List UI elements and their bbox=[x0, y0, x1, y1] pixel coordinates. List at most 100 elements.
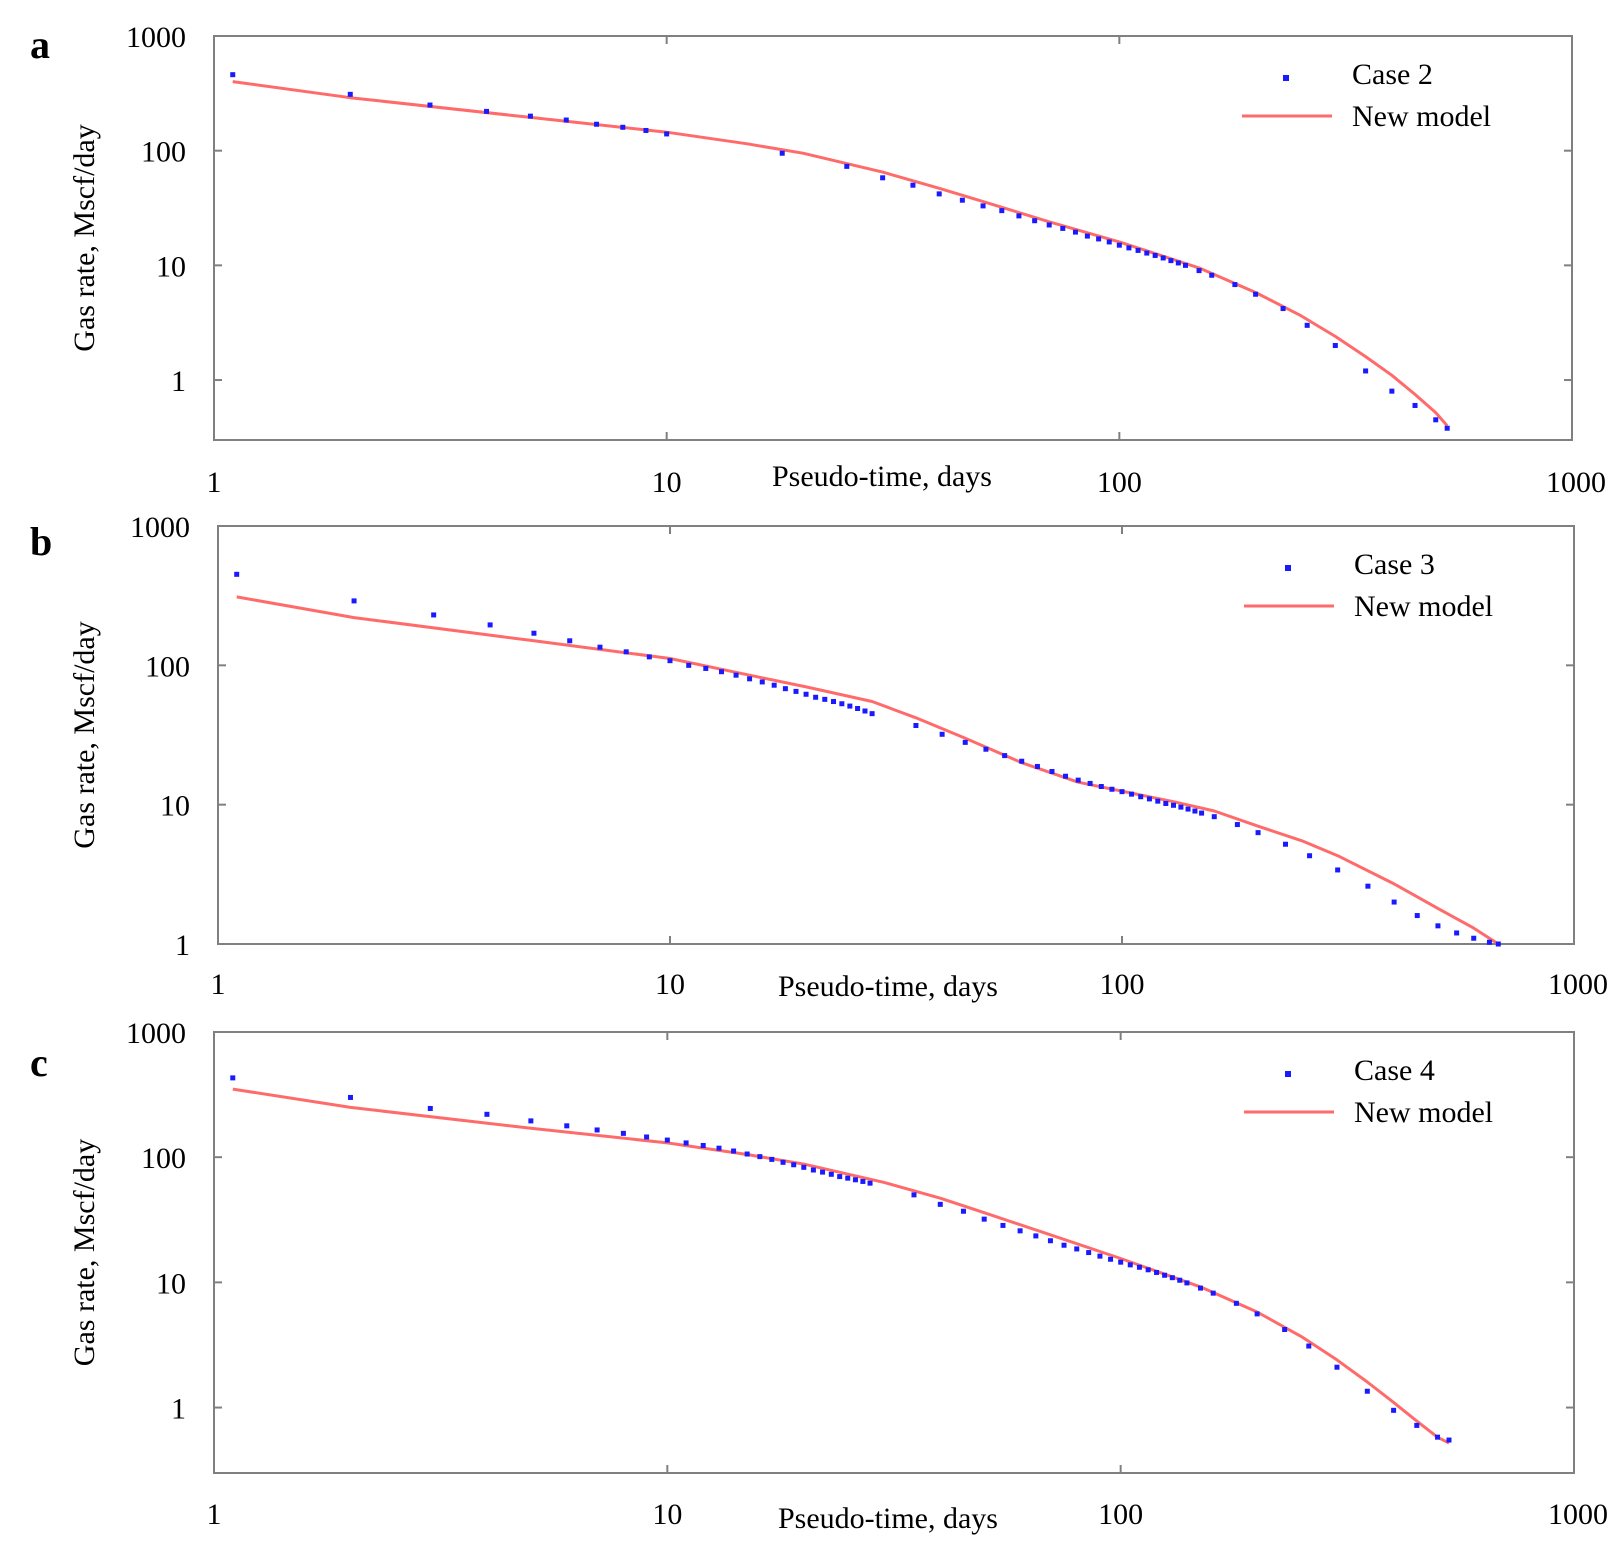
data-point bbox=[1199, 810, 1205, 816]
y-axis-label: Gas rate, Mscf/day bbox=[68, 1139, 101, 1366]
data-point bbox=[1391, 1407, 1397, 1413]
data-point bbox=[1116, 242, 1122, 248]
x-tick-label: 1000 bbox=[1548, 1498, 1608, 1531]
data-point bbox=[667, 658, 673, 664]
data-point bbox=[683, 1140, 689, 1146]
data-point bbox=[782, 686, 788, 692]
data-point bbox=[1046, 222, 1052, 228]
data-point bbox=[347, 91, 353, 97]
data-point bbox=[1182, 262, 1188, 268]
data-point bbox=[1049, 768, 1055, 774]
data-point bbox=[1119, 789, 1125, 795]
x-tick-label: 1000 bbox=[1546, 466, 1606, 499]
data-point bbox=[528, 1118, 534, 1124]
data-point bbox=[1152, 252, 1158, 258]
data-point bbox=[867, 1180, 873, 1186]
data-point bbox=[1210, 1290, 1216, 1296]
data-point bbox=[813, 694, 819, 700]
data-point bbox=[855, 705, 861, 711]
data-point bbox=[1433, 417, 1439, 423]
data-point bbox=[1454, 930, 1460, 936]
data-point bbox=[1363, 368, 1369, 374]
data-point bbox=[862, 708, 868, 714]
x-axis-label: Pseudo-time, days bbox=[772, 460, 992, 493]
data-point bbox=[1486, 939, 1492, 945]
data-point bbox=[980, 203, 986, 209]
data-point bbox=[1391, 899, 1397, 905]
data-point bbox=[1446, 1437, 1452, 1443]
data-point bbox=[733, 672, 739, 678]
data-point bbox=[759, 679, 765, 685]
data-point bbox=[822, 696, 828, 702]
data-point bbox=[351, 598, 357, 604]
data-point bbox=[1144, 250, 1150, 256]
x-tick-label: 10 bbox=[652, 1498, 682, 1531]
plot-frame bbox=[217, 525, 1575, 945]
data-point bbox=[1074, 1246, 1080, 1252]
data-point bbox=[960, 1208, 966, 1214]
data-point bbox=[1178, 804, 1184, 810]
data-point bbox=[1127, 1262, 1133, 1268]
y-tick-label: 100 bbox=[141, 1142, 186, 1175]
x-tick-label: 100 bbox=[1097, 466, 1142, 499]
data-point bbox=[1108, 1256, 1114, 1262]
data-point bbox=[999, 208, 1005, 214]
data-point bbox=[1063, 773, 1069, 779]
data-point bbox=[484, 1111, 490, 1117]
x-tick-label: 1 bbox=[207, 1498, 222, 1531]
data-point bbox=[1495, 941, 1501, 947]
data-point bbox=[1255, 830, 1261, 836]
panel-b: b 1 10 100 1000 1 10 100 1000 Pseudo-time, days Ga… bbox=[30, 511, 1608, 1003]
y-tick-label: 1 bbox=[171, 365, 186, 398]
data-point bbox=[703, 665, 709, 671]
data-point bbox=[803, 691, 809, 697]
data-point bbox=[1138, 794, 1144, 800]
data-point bbox=[731, 1148, 737, 1154]
data-point bbox=[487, 622, 493, 628]
data-point bbox=[1075, 777, 1081, 783]
data-point bbox=[1192, 808, 1198, 814]
legend-label-case: Case 2 bbox=[1352, 58, 1433, 91]
data-point bbox=[623, 649, 629, 655]
data-point bbox=[1126, 245, 1132, 251]
data-point bbox=[1185, 806, 1191, 812]
x-tick-label: 1000 bbox=[1548, 968, 1608, 1001]
panel-letter: c bbox=[30, 1040, 48, 1085]
data-point bbox=[769, 1156, 775, 1162]
y-tick-label: 100 bbox=[145, 650, 190, 683]
x-tick-label: 100 bbox=[1100, 968, 1145, 1001]
data-point bbox=[828, 1171, 834, 1177]
data-point bbox=[1047, 1238, 1053, 1244]
data-point bbox=[1146, 796, 1152, 802]
data-point bbox=[1000, 1222, 1006, 1228]
data-point bbox=[1118, 1259, 1124, 1265]
data-point bbox=[1306, 1343, 1312, 1349]
data-point bbox=[664, 131, 670, 137]
data-point bbox=[744, 1151, 750, 1157]
y-tick-label: 10 bbox=[156, 1267, 186, 1300]
x-tick-label: 100 bbox=[1098, 1498, 1143, 1531]
data-point bbox=[1109, 786, 1115, 792]
legend-marker-points bbox=[1285, 1071, 1291, 1077]
data-point bbox=[1097, 1253, 1103, 1259]
data-point bbox=[597, 644, 603, 650]
data-point bbox=[1307, 853, 1313, 859]
data-point bbox=[1016, 213, 1022, 219]
data-point bbox=[959, 197, 965, 203]
data-point bbox=[1435, 923, 1441, 929]
data-point bbox=[643, 127, 649, 133]
data-point bbox=[1233, 1300, 1239, 1306]
x-tick-label: 10 bbox=[652, 466, 682, 499]
data-point bbox=[700, 1142, 706, 1148]
data-point bbox=[484, 108, 490, 114]
data-point bbox=[1135, 247, 1141, 253]
data-point bbox=[839, 701, 845, 707]
data-point bbox=[852, 1177, 858, 1183]
data-point bbox=[1253, 291, 1259, 297]
data-point bbox=[1084, 233, 1090, 239]
data-point bbox=[1414, 1422, 1420, 1428]
y-tick-label: 1 bbox=[175, 929, 190, 962]
data-point bbox=[913, 722, 919, 728]
data-point bbox=[1086, 1250, 1092, 1256]
series-line-new-model bbox=[232, 80, 1449, 427]
